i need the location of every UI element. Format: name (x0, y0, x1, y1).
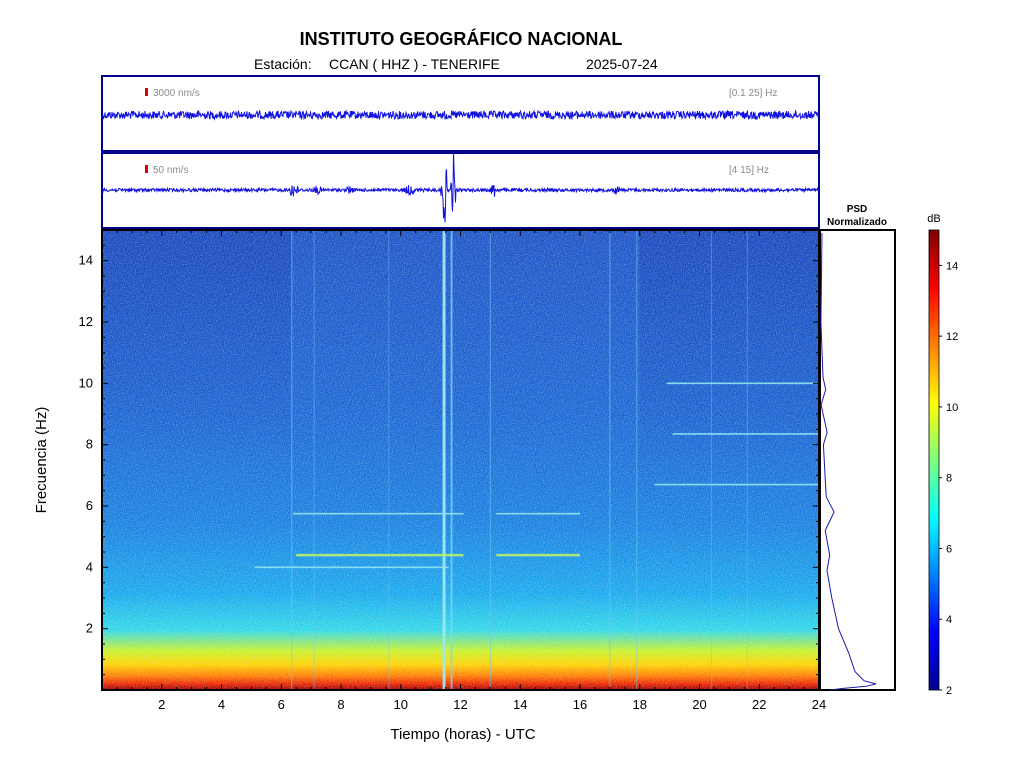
x-tick-label: 14 (513, 697, 527, 712)
date-label: 2025-07-24 (586, 56, 658, 72)
colorbar-tick-label: 12 (946, 331, 958, 343)
colorbar-tick-label: 4 (946, 614, 952, 626)
trace-panel-filtered: 50 nm/s [4 15] Hz (101, 152, 820, 229)
y-tick-label: 4 (86, 559, 93, 574)
psd-curve (820, 233, 877, 691)
y-tick-label: 2 (86, 621, 93, 636)
vertical-transients (291, 230, 748, 690)
trace-scale-filtered: 50 nm/s (153, 165, 189, 176)
y-tick-label: 8 (86, 437, 93, 452)
y-tick-label: 14 (79, 253, 93, 268)
psd-title: PSD (847, 204, 868, 215)
x-tick-label: 10 (394, 697, 408, 712)
figure-title: INSTITUTO GEOGRÁFICO NACIONAL (300, 28, 623, 49)
seismic-trace-filtered (102, 153, 819, 223)
colorbar-tick-label: 14 (946, 260, 958, 272)
x-tick-label: 12 (453, 697, 467, 712)
x-tick-label: 4 (218, 697, 225, 712)
spectral-lines (254, 382, 819, 569)
colorbar-tick-label: 2 (946, 685, 952, 697)
scale-bar-icon (145, 165, 148, 173)
colorbar-tick-label: 10 (946, 402, 958, 414)
colorbar-label: dB (927, 213, 940, 225)
x-axis: 2 4 6 8 10 12 14 16 18 20 22 24 (116, 230, 826, 712)
y-tick-label: 10 (79, 375, 93, 390)
x-tick-label: 18 (633, 697, 647, 712)
spectrogram-noise (102, 230, 819, 690)
x-tick-label: 2 (158, 697, 165, 712)
trace-band-filtered: [4 15] Hz (729, 165, 769, 176)
seismic-trace-broadband (102, 109, 819, 121)
colorbar-tick-label: 8 (946, 473, 952, 485)
y-axis-label: Frecuencia (Hz) (33, 407, 50, 514)
colorbar-gradient (928, 229, 940, 691)
x-tick-label: 8 (337, 697, 344, 712)
x-tick-label: 6 (278, 697, 285, 712)
colorbar-tick-label: 6 (946, 543, 952, 555)
psd-panel: PSD Normalizado (819, 204, 896, 691)
y-tick-label: 12 (79, 314, 93, 329)
y-tick-label: 6 (86, 498, 93, 513)
x-tick-label: 16 (573, 697, 587, 712)
y-axis: 2 4 6 8 10 12 14 (79, 244, 819, 676)
trace-band-broadband: [0.1 25] Hz (729, 88, 777, 99)
x-axis-label: Tiempo (horas) - UTC (390, 726, 535, 743)
station-label: Estación: (254, 56, 312, 72)
station-name: CCAN ( HHZ ) - TENERIFE (329, 56, 500, 72)
colorbar-ticks: 2 4 6 8 10 12 14 (939, 260, 958, 697)
x-tick-label: 22 (752, 697, 766, 712)
x-tick-label: 24 (812, 697, 826, 712)
trace-panel-broadband: 3000 nm/s [0.1 25] Hz (101, 75, 820, 152)
colorbar: dB 2 4 6 8 10 12 14 (927, 213, 958, 697)
trace-scale-broadband: 3000 nm/s (153, 88, 200, 99)
x-tick-label: 20 (692, 697, 706, 712)
scale-bar-icon (145, 88, 148, 96)
psd-subtitle: Normalizado (827, 217, 887, 228)
